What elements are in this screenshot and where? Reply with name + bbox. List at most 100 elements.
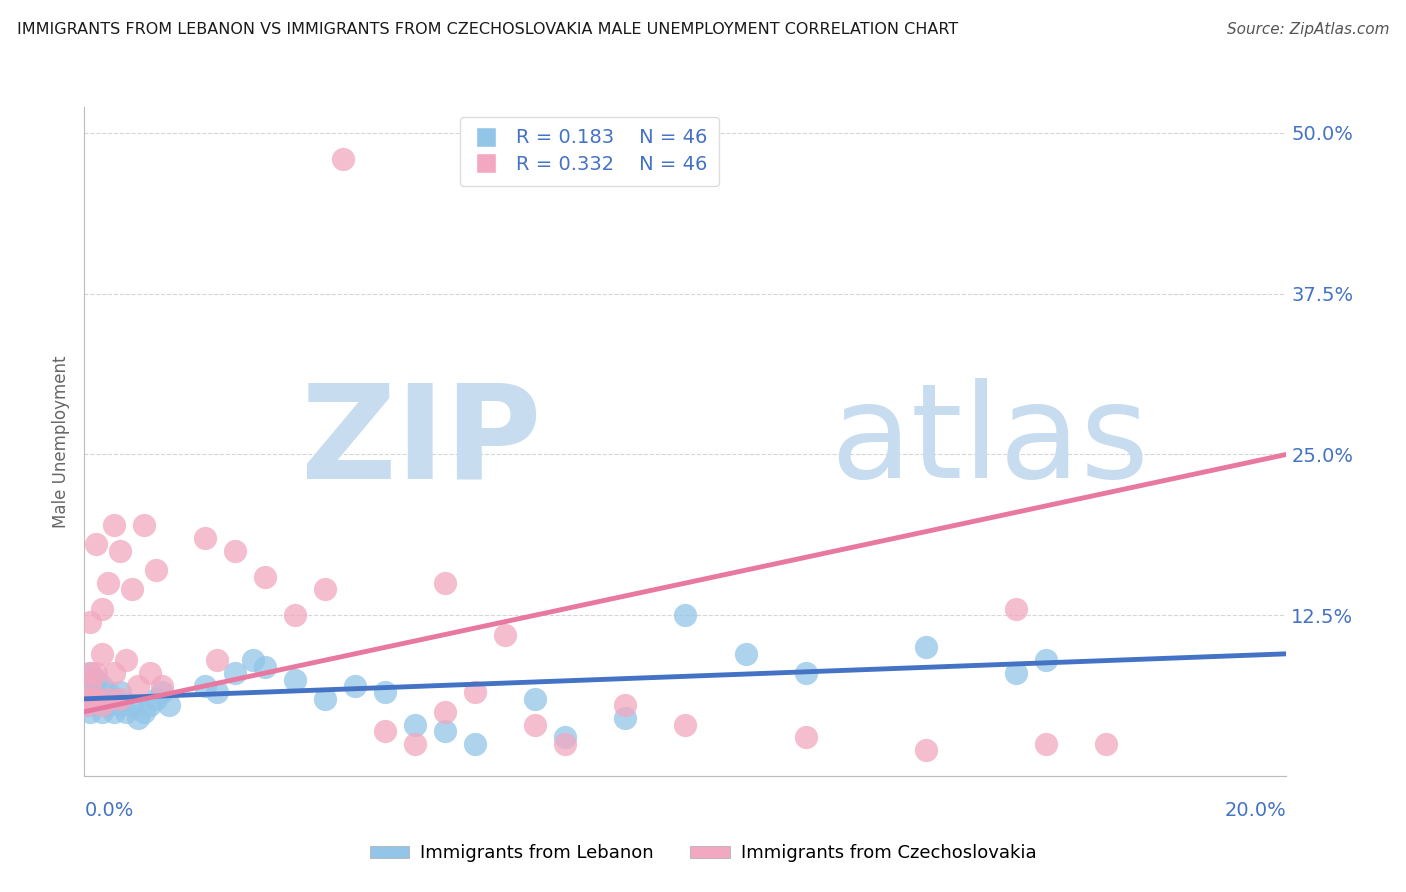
Point [343, 679, 366, 693]
Point [145, 563, 167, 577]
Point [152, 685, 174, 699]
Legend: Immigrants from Lebanon, Immigrants from Czechoslovakia: Immigrants from Lebanon, Immigrants from… [363, 838, 1043, 870]
Point [110, 544, 132, 558]
Point [314, 691, 336, 706]
Point [253, 569, 276, 583]
Point [1035, 653, 1057, 667]
Point [86, 537, 108, 551]
Point [115, 653, 138, 667]
Point [794, 731, 817, 745]
Point [434, 705, 457, 719]
Point [915, 743, 938, 757]
Point [97, 698, 120, 713]
Point [675, 608, 697, 623]
Point [121, 582, 143, 597]
Y-axis label: Male Unemployment: Male Unemployment [52, 355, 70, 528]
Point [1035, 737, 1057, 751]
Point [524, 717, 547, 731]
Text: atlas: atlas [830, 378, 1149, 505]
Point [103, 691, 125, 706]
Text: 0.0%: 0.0% [84, 801, 134, 820]
Point [79, 705, 101, 719]
Point [103, 666, 125, 681]
Point [103, 705, 125, 719]
Point [194, 679, 217, 693]
Point [224, 544, 246, 558]
Point [253, 659, 276, 673]
Point [374, 685, 396, 699]
Point [224, 666, 246, 681]
Text: 20.0%: 20.0% [1225, 801, 1286, 820]
Point [86, 666, 108, 681]
Point [97, 685, 120, 699]
Point [79, 691, 101, 706]
Point [464, 685, 486, 699]
Point [494, 627, 516, 641]
Point [86, 691, 108, 706]
Point [91, 691, 114, 706]
Point [205, 653, 228, 667]
Point [284, 673, 307, 687]
Point [76, 698, 98, 713]
Point [134, 518, 156, 533]
Point [79, 666, 101, 681]
Point [157, 698, 180, 713]
Point [121, 698, 143, 713]
Point [76, 698, 98, 713]
Legend: R = 0.183    N = 46, R = 0.332    N = 46: R = 0.183 N = 46, R = 0.332 N = 46 [460, 117, 718, 186]
Point [314, 582, 336, 597]
Point [794, 666, 817, 681]
Point [91, 705, 114, 719]
Point [332, 152, 354, 166]
Point [79, 679, 101, 693]
Point [110, 691, 132, 706]
Point [127, 711, 149, 725]
Point [734, 647, 756, 661]
Text: Source: ZipAtlas.com: Source: ZipAtlas.com [1226, 22, 1389, 37]
Point [127, 679, 149, 693]
Point [675, 717, 697, 731]
Point [1095, 737, 1118, 751]
Point [404, 737, 426, 751]
Point [915, 640, 938, 655]
Point [91, 601, 114, 615]
Point [110, 685, 132, 699]
Point [194, 531, 217, 545]
Point [205, 685, 228, 699]
Point [86, 698, 108, 713]
Point [86, 673, 108, 687]
Point [79, 615, 101, 629]
Point [152, 679, 174, 693]
Point [434, 576, 457, 591]
Text: ZIP: ZIP [299, 378, 541, 505]
Point [139, 698, 162, 713]
Point [434, 724, 457, 739]
Point [374, 724, 396, 739]
Point [91, 647, 114, 661]
Point [110, 698, 132, 713]
Point [1005, 601, 1028, 615]
Point [524, 691, 547, 706]
Point [1005, 666, 1028, 681]
Point [134, 705, 156, 719]
Point [614, 698, 637, 713]
Point [97, 576, 120, 591]
Point [139, 666, 162, 681]
Point [404, 717, 426, 731]
Point [91, 698, 114, 713]
Point [103, 518, 125, 533]
Point [115, 705, 138, 719]
Point [79, 679, 101, 693]
Point [86, 685, 108, 699]
Point [145, 691, 167, 706]
Point [284, 608, 307, 623]
Point [97, 691, 120, 706]
Point [554, 737, 576, 751]
Point [79, 666, 101, 681]
Point [242, 653, 264, 667]
Text: IMMIGRANTS FROM LEBANON VS IMMIGRANTS FROM CZECHOSLOVAKIA MALE UNEMPLOYMENT CORR: IMMIGRANTS FROM LEBANON VS IMMIGRANTS FR… [17, 22, 957, 37]
Point [464, 737, 486, 751]
Point [554, 731, 576, 745]
Point [79, 691, 101, 706]
Point [614, 711, 637, 725]
